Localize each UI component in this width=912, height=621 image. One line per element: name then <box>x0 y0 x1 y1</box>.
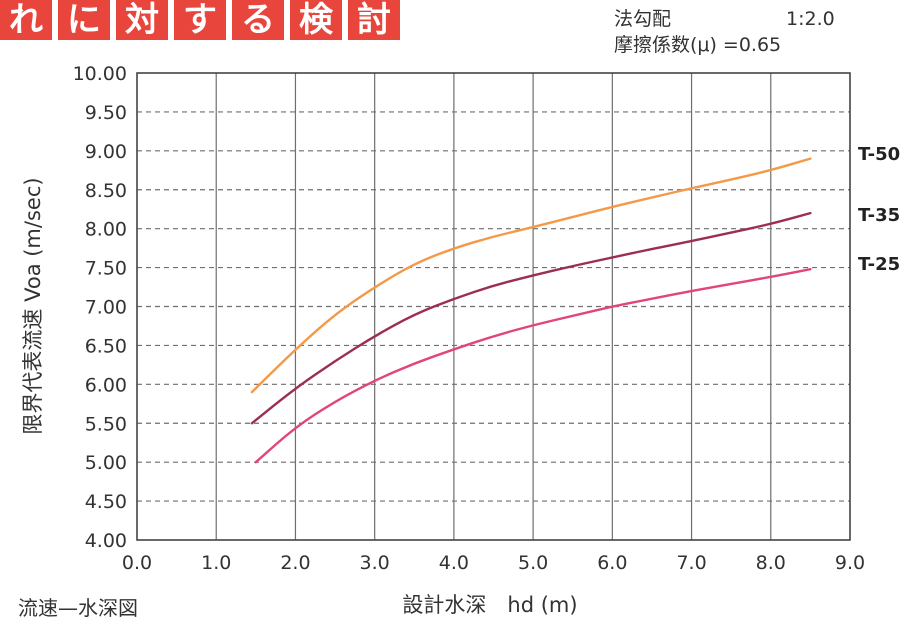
x-tick-label: 6.0 <box>597 552 627 574</box>
slope-value: 1:2.0 <box>786 8 835 30</box>
grid <box>137 73 850 540</box>
y-tick-label: 6.00 <box>85 374 127 396</box>
axes <box>136 72 851 541</box>
slope-row: 法勾配 1:2.0 <box>614 6 835 32</box>
series-line-t-25 <box>254 267 812 464</box>
x-axis-label: 設計水深 hd (m) <box>402 593 577 617</box>
y-tick-label: 7.50 <box>85 258 127 280</box>
y-tick-label: 5.50 <box>85 413 127 435</box>
series-line-t-50 <box>250 157 812 394</box>
y-tick-label: 6.50 <box>85 335 127 357</box>
y-tick-label: 10.00 <box>73 63 127 85</box>
x-tick-label: 0.0 <box>122 552 152 574</box>
y-tick-label: 9.00 <box>85 141 127 163</box>
friction-value: =0.65 <box>722 34 782 56</box>
series-lines <box>250 157 812 464</box>
x-tick-label: 7.0 <box>676 552 706 574</box>
y-tick-label: 9.50 <box>85 102 127 124</box>
title-char: に <box>58 0 110 40</box>
x-tick-label: 3.0 <box>360 552 390 574</box>
y-tick-label: 8.00 <box>85 219 127 241</box>
x-tick-label: 2.0 <box>280 552 310 574</box>
friction-row: 摩擦係数(μ) =0.65 <box>614 32 835 58</box>
slope-label: 法勾配 <box>614 8 672 30</box>
series-labels: T-50 T-35 T-25 <box>858 144 900 275</box>
title-char: 討 <box>348 0 400 40</box>
x-tick-label: 1.0 <box>201 552 231 574</box>
y-tick-label: 8.50 <box>85 180 127 202</box>
y-axis-label: 限界代表流速 Voa (m/sec) <box>21 177 45 434</box>
figure-caption: 流速—水深図 <box>18 596 138 620</box>
x-tick-label: 8.0 <box>756 552 786 574</box>
y-tick-label: 4.00 <box>85 530 127 552</box>
title-char: 検 <box>290 0 342 40</box>
y-tick-label: 5.00 <box>85 452 127 474</box>
title-banner: れ に 対 す る 検 討 <box>0 0 400 40</box>
friction-label: 摩擦係数(μ) <box>614 34 717 56</box>
plot-frame <box>136 72 851 541</box>
title-char: す <box>174 0 226 40</box>
parameter-box: 法勾配 1:2.0 摩擦係数(μ) =0.65 <box>614 6 835 58</box>
series-label-t-35: T-35 <box>858 205 900 226</box>
y-tick-label: 7.00 <box>85 297 127 319</box>
title-char: 対 <box>116 0 168 40</box>
y-tick-labels: 4.00 4.50 5.00 5.50 6.00 6.50 7.00 7.50 8.00 8.50… <box>73 63 127 552</box>
x-tick-labels: 0.0 1.0 2.0 3.0 4.0 5.0 6.0 7.0 8.0 9.0 <box>122 552 865 574</box>
title-char: る <box>232 0 284 40</box>
x-tick-label: 4.0 <box>439 552 469 574</box>
x-tick-label: 9.0 <box>835 552 865 574</box>
series-line-t-35 <box>250 211 812 425</box>
y-tick-label: 4.50 <box>85 491 127 513</box>
x-tick-label: 5.0 <box>518 552 548 574</box>
series-label-t-25: T-25 <box>858 254 900 275</box>
title-char: れ <box>0 0 52 40</box>
series-label-t-50: T-50 <box>858 144 900 165</box>
